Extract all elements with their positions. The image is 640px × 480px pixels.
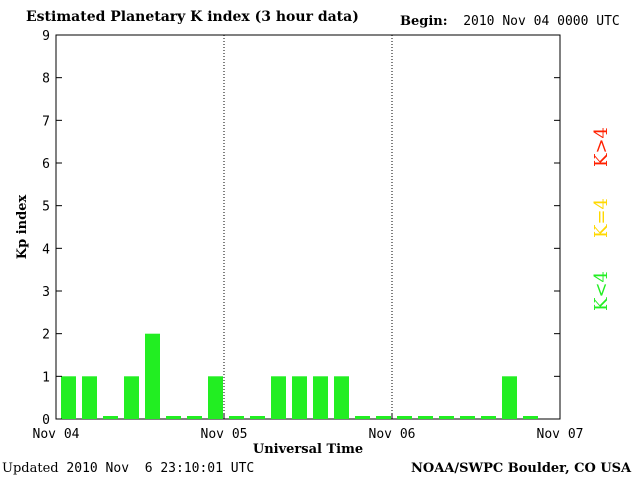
y-axis-title: Kp index <box>15 195 30 260</box>
kp-bar <box>355 416 370 419</box>
plot-frame <box>55 34 561 420</box>
kp-bar <box>292 376 307 419</box>
kp-bar <box>145 333 160 419</box>
y-tick-label: 5 <box>42 200 50 215</box>
credit: NOAA/SWPC Boulder, CO USA <box>411 461 632 476</box>
kp-bar <box>166 416 181 419</box>
begin-time: Begin: 2010 Nov 04 0000 UTC <box>400 14 620 29</box>
legend-k-gt-4: K>4 <box>591 127 612 167</box>
kp-bar <box>418 416 433 419</box>
kp-bar <box>376 416 391 419</box>
kp-bar <box>397 416 412 419</box>
x-tick-label: Nov 05 <box>201 427 248 442</box>
day-dividers <box>223 35 393 419</box>
kp-bar <box>313 376 328 419</box>
y-tick-label: 4 <box>42 242 50 257</box>
kp-bar <box>460 416 475 419</box>
updated-time: Updated 2010 Nov 6 23:10:01 UTC <box>2 461 254 476</box>
y-tick-label: 7 <box>42 114 50 129</box>
x-axis-title: Universal Time <box>253 442 363 457</box>
kp-bar <box>61 376 76 419</box>
kp-bar <box>187 416 202 419</box>
kp-bar <box>82 376 97 419</box>
y-tick-label: 8 <box>42 72 50 87</box>
chart-title: Estimated Planetary K index (3 hour data… <box>26 9 359 25</box>
kp-bar <box>229 416 244 419</box>
kp-bar <box>271 376 286 419</box>
kp-bar <box>439 416 454 419</box>
y-tick-label: 1 <box>42 370 50 385</box>
kp-bar <box>208 376 223 419</box>
updated-label: Updated <box>2 461 59 476</box>
x-tick-label: Nov 04 <box>33 427 80 442</box>
updated-value: 2010 Nov 6 23:10:01 UTC <box>66 461 255 476</box>
begin-label: Begin: <box>400 14 448 29</box>
kp-bar <box>523 416 538 419</box>
kp-bar <box>124 376 139 419</box>
legend-k-lt-4: K<4 <box>591 271 612 311</box>
y-tick-label: 3 <box>42 285 50 300</box>
bars-group <box>61 333 538 419</box>
y-tick-label: 0 <box>42 413 50 428</box>
x-tick-label: Nov 07 <box>537 427 584 442</box>
x-axis: Nov 04 Nov 05 Nov 06 Nov 07 <box>33 413 584 442</box>
kp-bar <box>334 376 349 419</box>
kp-bar <box>481 416 496 419</box>
kp-bar <box>250 416 265 419</box>
legend-k-eq-4: K=4 <box>591 198 612 238</box>
y-tick-label: 9 <box>42 29 50 44</box>
y-tick-label: 6 <box>42 157 50 172</box>
begin-value: 2010 Nov 04 0000 UTC <box>463 14 620 29</box>
y-tick-label: 2 <box>42 328 50 343</box>
kp-bar <box>502 376 517 419</box>
x-tick-label: Nov 06 <box>369 427 416 442</box>
y-axis: 0 1 2 3 4 5 6 7 8 9 <box>42 29 560 428</box>
kp-bar <box>103 416 118 419</box>
